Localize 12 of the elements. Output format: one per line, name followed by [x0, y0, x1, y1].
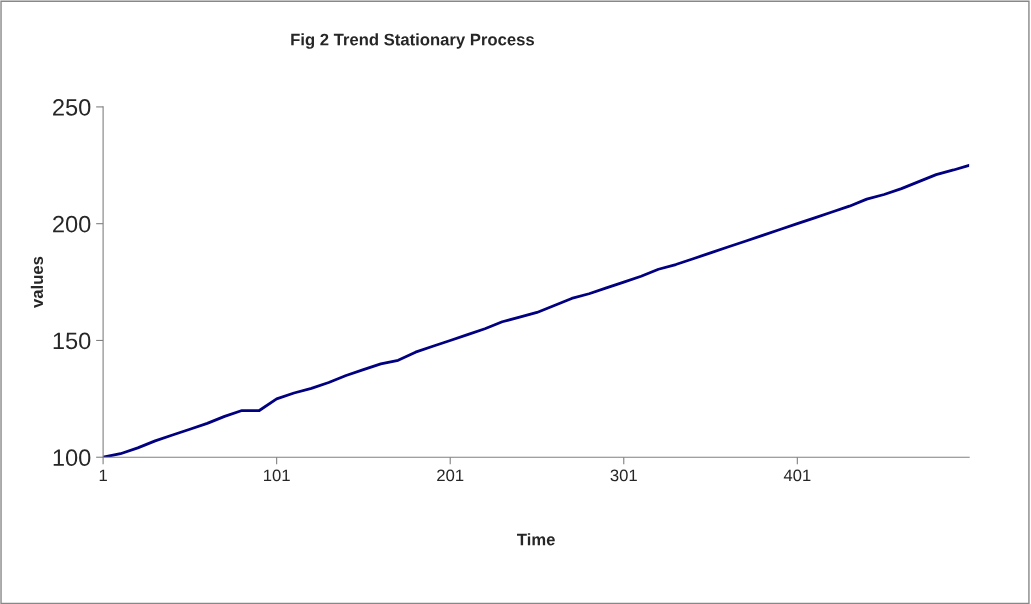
y-axis-title: values — [30, 256, 44, 308]
x-tick-label: 401 — [783, 469, 811, 482]
x-tick-label: 1 — [99, 469, 107, 482]
x-axis-title: Time — [517, 533, 555, 546]
y-tick-label: 250 — [53, 98, 91, 116]
chart-title: Fig 2 Trend Stationary Process — [291, 33, 534, 49]
x-tick-label: 201 — [437, 469, 464, 482]
y-tick-label: 150 — [53, 332, 91, 350]
x-tick-label: 301 — [610, 469, 637, 482]
x-tick-label: 101 — [264, 469, 290, 482]
y-tick-label: 200 — [53, 215, 91, 233]
y-tick-label: 100 — [53, 449, 91, 467]
